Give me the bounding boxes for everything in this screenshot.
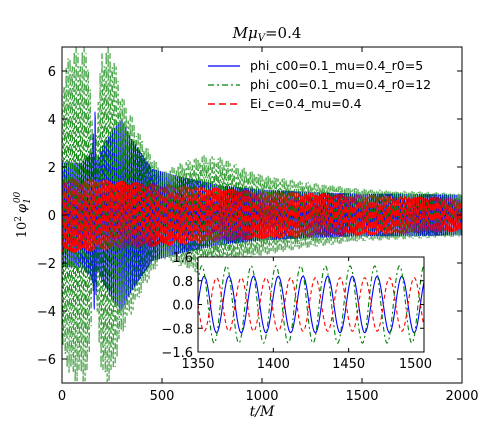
y-tick-label: 2 <box>48 161 56 176</box>
x-tick-label: 1500 <box>345 389 378 404</box>
y-tick-label: 0 <box>48 209 56 224</box>
y-axis-label: 102φ100 <box>13 191 33 238</box>
y-tick-label: 4 <box>48 113 56 128</box>
inset-axis-ticks: 1350 1400 1450 1500 −1.6 −0.8 0.0 0.8 1.6 <box>161 251 432 372</box>
inset-y-tick-label: 1.6 <box>172 251 193 266</box>
inset-y-tick-label: −1.6 <box>161 346 193 361</box>
x-tick-label: 1000 <box>245 389 278 404</box>
inset-plot-lines <box>198 265 424 344</box>
inset-background <box>198 257 424 352</box>
inset-y-tick-label: 0.0 <box>172 299 193 314</box>
y-tick-label: −4 <box>37 305 56 320</box>
legend: phi_c00=0.1_mu=0.4_r0=5 phi_c00=0.1_mu=0… <box>208 58 431 111</box>
main-axis-ticks: 0 500 1000 1500 2000 −6 −4 −2 0 2 4 6 <box>37 47 479 404</box>
inset-y-tick-label: 0.8 <box>172 275 193 290</box>
legend-label-blue: phi_c00=0.1_mu=0.4_r0=5 <box>250 58 423 73</box>
y-tick-label: −6 <box>37 353 56 368</box>
inset-series-line-2 <box>198 277 424 332</box>
legend-label-green: phi_c00=0.1_mu=0.4_r0=12 <box>250 77 431 92</box>
inset-series-line-1 <box>198 265 424 344</box>
x-tick-label: 500 <box>150 389 175 404</box>
inset-x-tick-label: 1450 <box>332 357 365 372</box>
inset-x-tick-label: 1350 <box>181 357 214 372</box>
inset-series-line-0 <box>198 275 424 334</box>
chart-title: MμV=0.4 <box>232 24 302 44</box>
x-axis-label: t/M <box>250 404 275 420</box>
series-line-2 <box>62 177 462 253</box>
y-tick-label: −2 <box>37 257 56 272</box>
inset-x-tick-label: 1400 <box>257 357 290 372</box>
inset-x-tick-label: 1500 <box>399 357 432 372</box>
series-line-1 <box>62 47 462 383</box>
main-plot-lines <box>62 47 462 383</box>
x-tick-label: 2000 <box>445 389 478 404</box>
y-tick-label: 6 <box>48 65 56 80</box>
x-tick-label: 0 <box>58 389 66 404</box>
inset-y-tick-label: −0.8 <box>161 322 193 337</box>
legend-label-red: Ei_c=0.4_mu=0.4 <box>250 96 362 111</box>
